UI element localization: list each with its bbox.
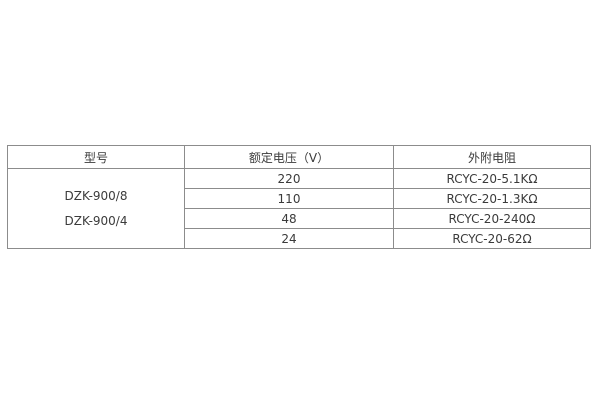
model-name: DZK-900/4 (64, 214, 128, 228)
resistance-cell: RCYC-20-5.1KΩ (393, 168, 591, 189)
resistance-cell: RCYC-20-240Ω (393, 208, 591, 229)
col-header-resistance: 外附电阻 (393, 145, 591, 169)
voltage-cell: 110 (184, 188, 394, 209)
spec-table: 型号 额定电压（V） 外附电阻 DZK-900/8 DZK-900/4 220 … (7, 145, 591, 249)
header-row: 型号 额定电压（V） 外附电阻 (7, 145, 591, 169)
model-cell: DZK-900/8 DZK-900/4 (7, 168, 185, 249)
voltage-cell: 220 (184, 168, 394, 189)
model-list: DZK-900/8 DZK-900/4 (9, 189, 184, 228)
table-row: 24 RCYC-20-62Ω (8, 228, 591, 249)
voltage-cell: 48 (184, 208, 394, 229)
model-name: DZK-900/8 (64, 189, 128, 203)
table-row: 110 RCYC-20-1.3KΩ (8, 188, 591, 209)
table-row: 48 RCYC-20-240Ω (8, 208, 591, 229)
resistance-cell: RCYC-20-1.3KΩ (393, 188, 591, 209)
voltage-cell: 24 (184, 228, 394, 249)
col-header-model: 型号 (7, 145, 185, 169)
table-row: DZK-900/8 DZK-900/4 220 RCYC-20-5.1KΩ (7, 168, 591, 249)
col-header-voltage: 额定电压（V） (184, 145, 394, 169)
resistance-cell: RCYC-20-62Ω (393, 228, 591, 249)
